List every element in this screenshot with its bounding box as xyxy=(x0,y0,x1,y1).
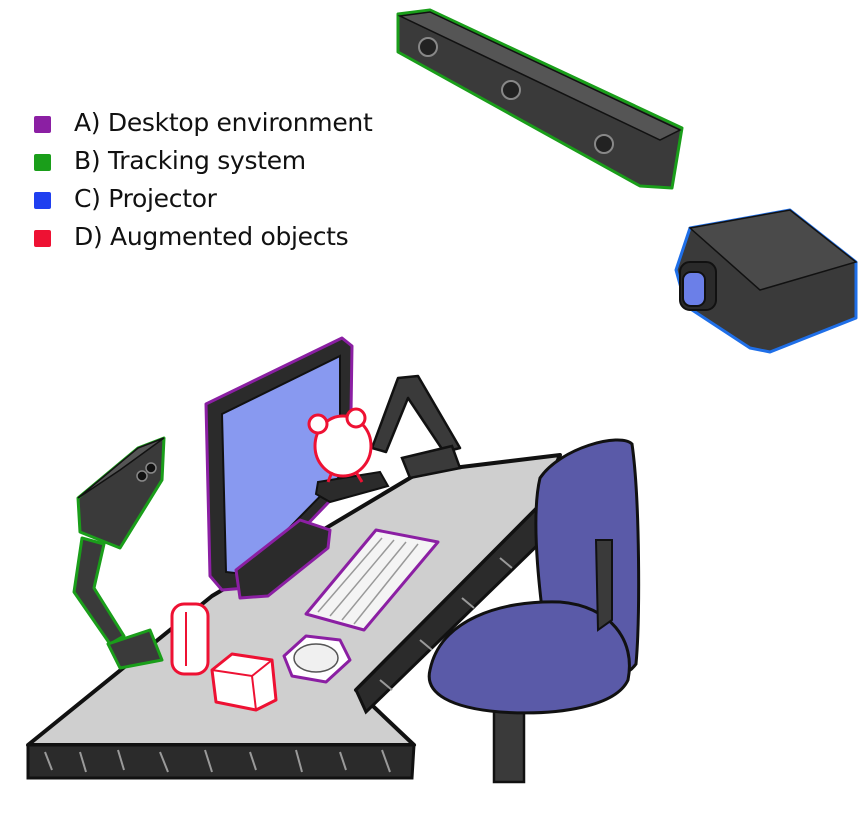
chair-seat xyxy=(427,600,631,715)
legend-label: B) Tracking system xyxy=(74,146,306,175)
desk-front-edge xyxy=(26,743,416,780)
keyboard xyxy=(304,528,440,632)
legend-label: D) Augmented objects xyxy=(74,222,349,251)
legend-item-augmented-objects: D) Augmented objects xyxy=(34,222,394,260)
desk-tracking-camera xyxy=(72,436,166,670)
augmented-alarm-clock xyxy=(307,407,390,504)
legend-label: A) Desktop environment xyxy=(74,108,373,137)
ceiling-tracking-bar xyxy=(396,8,684,190)
tracking-camera-2 xyxy=(501,80,521,100)
office-chair xyxy=(427,438,641,784)
legend-item-projector: C) Projector xyxy=(34,184,394,222)
tracking-camera-3 xyxy=(594,134,614,154)
legend-swatch-blue xyxy=(34,192,51,209)
legend: A) Desktop environment B) Tracking syste… xyxy=(34,108,394,260)
augmented-cylinder xyxy=(170,602,210,676)
legend-swatch-red xyxy=(34,230,51,247)
projector-lens xyxy=(682,271,706,307)
legend-swatch-green xyxy=(34,154,51,171)
projector xyxy=(674,208,858,354)
mouse xyxy=(282,634,352,684)
monitor xyxy=(204,336,354,600)
legend-label: C) Projector xyxy=(74,184,217,213)
monitor-stand xyxy=(234,518,332,600)
legend-item-desktop-environment: A) Desktop environment xyxy=(34,108,394,146)
augmented-box xyxy=(210,652,278,712)
legend-item-tracking-system: B) Tracking system xyxy=(34,146,394,184)
desk-lamp-arm xyxy=(370,374,462,480)
tracking-camera-1 xyxy=(418,37,438,57)
legend-swatch-purple xyxy=(34,116,51,133)
desk xyxy=(26,453,562,780)
